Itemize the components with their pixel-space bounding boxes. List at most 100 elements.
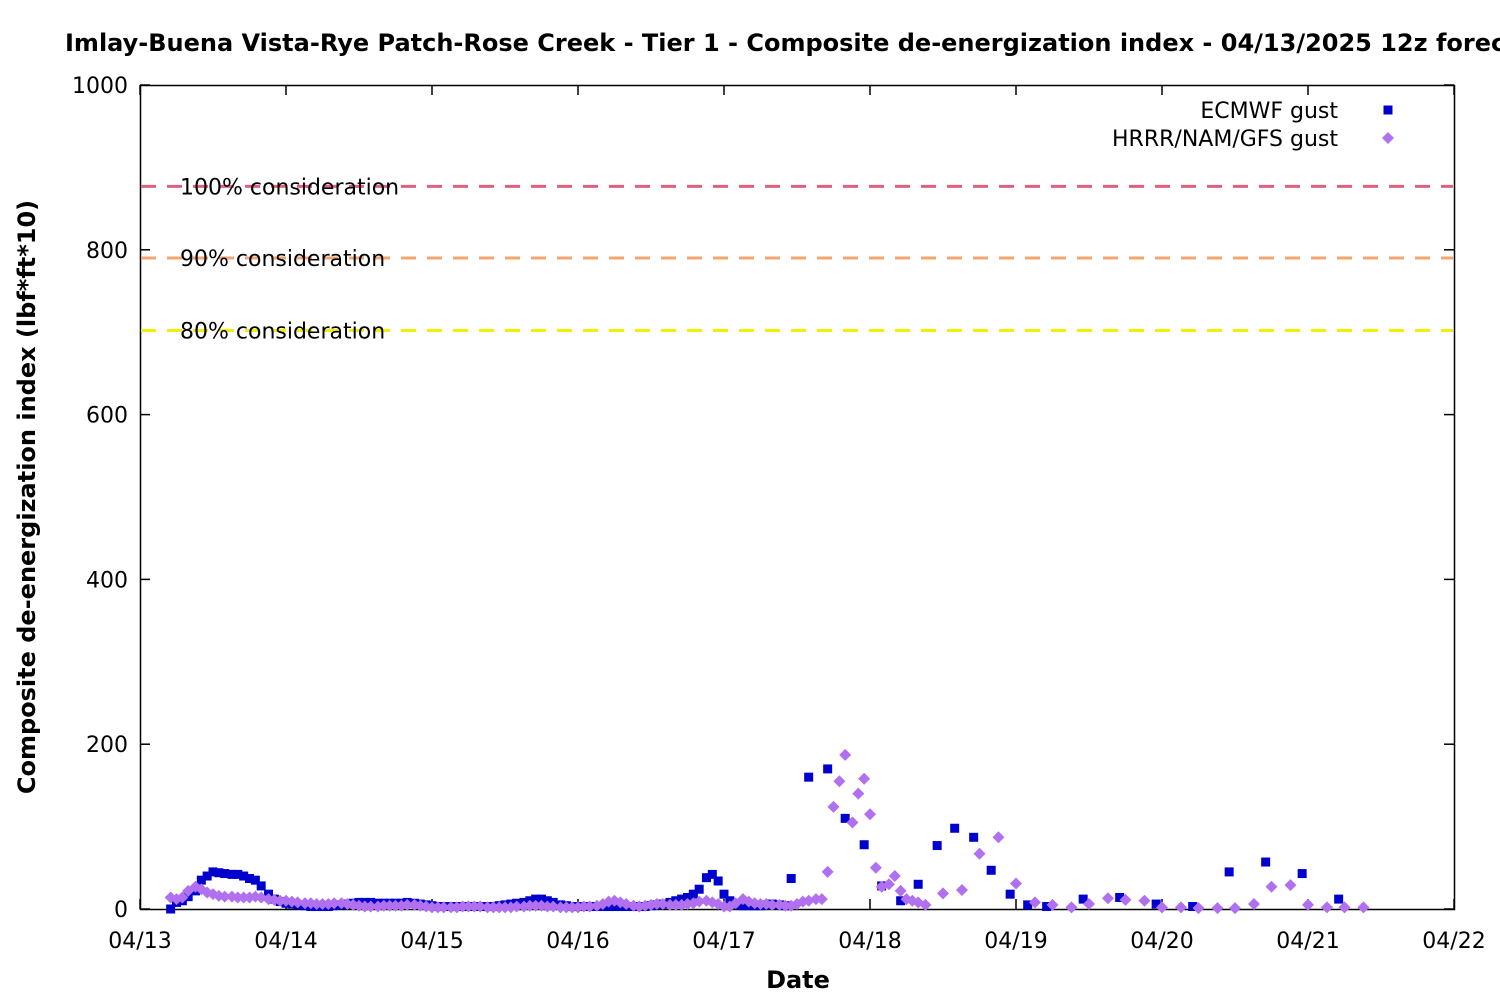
legend-label: HRRR/NAM/GFS gust [1112, 127, 1338, 152]
data-point [833, 775, 846, 788]
data-point [937, 887, 949, 900]
data-point [364, 900, 377, 913]
data-point [894, 884, 907, 897]
data-point [859, 840, 869, 850]
data-point [510, 900, 523, 913]
x-tick-label: 04/14 [254, 929, 317, 954]
data-point [707, 869, 717, 879]
x-axis-title: Date [766, 966, 830, 994]
data-point [214, 868, 224, 878]
data-point [583, 900, 596, 913]
x-tick-label: 04/15 [400, 929, 463, 954]
data-point [1174, 901, 1187, 914]
plot-frame [139, 84, 1456, 911]
data-point [1297, 869, 1307, 879]
data-point [1083, 898, 1095, 911]
axis-ticks: 0 200 400 600 800 1000 04/13 04/14 04/15 04/16 04/… [72, 74, 1486, 954]
data-point [821, 865, 834, 878]
data-point [1261, 857, 1271, 867]
data-point [227, 869, 237, 879]
data-point [220, 869, 230, 879]
data-point [1119, 893, 1132, 906]
data-point [804, 772, 814, 782]
data-point [1302, 898, 1314, 911]
data-point [176, 891, 189, 904]
data-point [766, 898, 779, 911]
data-point [1247, 898, 1260, 911]
data-point [166, 904, 176, 914]
data-point [537, 894, 546, 904]
data-point [683, 892, 692, 902]
data-points [164, 748, 1370, 915]
data-point [1211, 902, 1224, 915]
data-point [291, 896, 304, 909]
data-point [437, 901, 450, 914]
data-point [1229, 902, 1241, 915]
data-point [1320, 901, 1333, 914]
data-point [986, 865, 996, 875]
data-point [846, 816, 859, 829]
y-tick-label: 1000 [72, 74, 128, 99]
data-point [1005, 889, 1015, 899]
threshold-label: 90% consideration [180, 247, 385, 272]
data-point [1156, 901, 1168, 914]
data-point [950, 823, 960, 833]
data-point [401, 898, 414, 911]
data-point [864, 808, 876, 821]
x-tick-label: 04/18 [838, 929, 901, 954]
x-tick-label: 04/21 [1276, 929, 1339, 954]
data-point [1101, 892, 1114, 905]
data-point [1284, 879, 1297, 892]
data-point [1010, 877, 1022, 890]
y-tick-label: 0 [114, 898, 128, 923]
data-point [1115, 892, 1125, 902]
data-point [694, 884, 704, 894]
data-point [1357, 901, 1370, 914]
chart-title: Imlay-Buena Vista-Rye Patch-Rose Creek -… [65, 29, 1500, 57]
data-point [202, 871, 212, 881]
threshold-label: 100% consideration [180, 175, 399, 200]
data-point [1028, 896, 1041, 909]
data-point [1188, 902, 1198, 912]
series-hrrr-nam-gfs [164, 748, 1370, 915]
data-point [1046, 898, 1059, 911]
data-point [250, 875, 260, 885]
x-tick-label: 04/13 [108, 929, 171, 954]
data-point [504, 901, 517, 914]
data-point [693, 895, 706, 908]
data-point [688, 889, 698, 899]
y-axis-title: Composite de-energization index (lbf*ft*… [13, 200, 41, 794]
data-point [858, 772, 871, 785]
y-tick-label: 200 [86, 733, 128, 758]
threshold-label: 80% consideration [180, 320, 385, 345]
x-tick-label: 04/19 [984, 929, 1047, 954]
data-point [245, 874, 254, 884]
data-point [239, 871, 249, 881]
data-point [869, 861, 882, 874]
data-point [738, 901, 748, 911]
data-point [1338, 901, 1351, 914]
data-point [815, 893, 828, 906]
data-point [1078, 894, 1088, 904]
data-point [823, 764, 833, 774]
threshold-lines: 100% consideration 90% consideration 80% c… [141, 175, 1453, 345]
data-point [531, 894, 541, 904]
data-point [913, 879, 923, 889]
data-point [1065, 901, 1078, 914]
data-point [919, 898, 932, 911]
data-point [827, 800, 840, 813]
x-tick-label: 04/16 [546, 929, 609, 954]
data-point [328, 897, 341, 910]
data-point [932, 841, 942, 851]
data-point [882, 878, 895, 891]
data-point [1151, 899, 1161, 909]
legend-marker [1382, 132, 1394, 144]
y-tick-label: 400 [86, 568, 128, 593]
data-point [701, 873, 711, 883]
legend: ECMWF gust HRRR/NAM/GFS gust [1112, 99, 1394, 152]
data-point [1138, 894, 1151, 907]
data-point [208, 867, 218, 877]
data-point [1042, 902, 1052, 912]
data-point [196, 875, 206, 885]
data-point [474, 900, 487, 913]
